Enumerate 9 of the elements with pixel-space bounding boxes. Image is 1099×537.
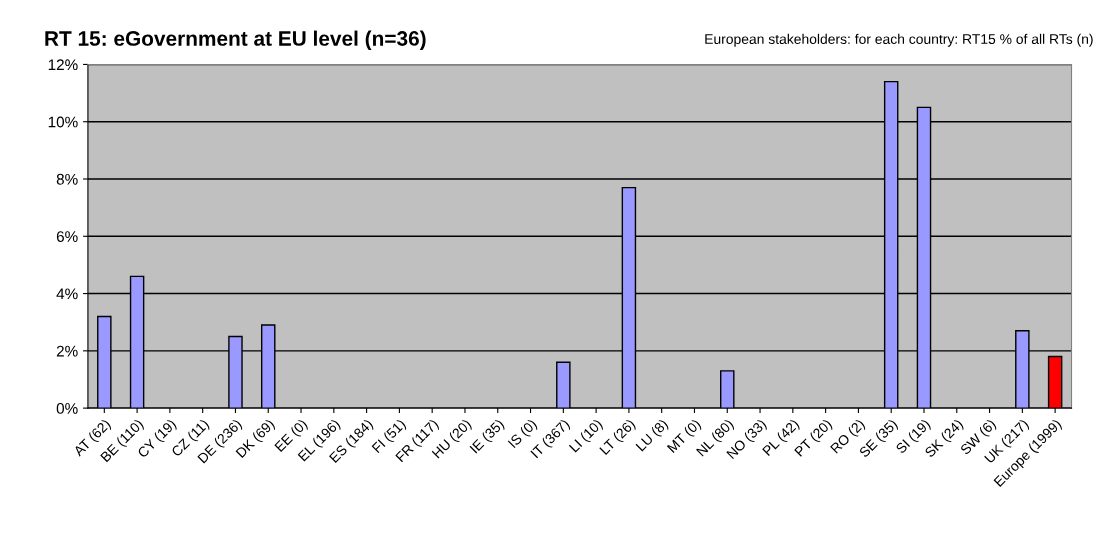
chart-title: RT 15: eGovernment at EU level (n=36) [45, 30, 426, 50]
y-tick-label: 8% [56, 173, 78, 185]
y-tick-label: 6% [56, 231, 78, 242]
y-tick-label: 12% [48, 59, 78, 71]
y-tick-label: 0% [56, 402, 78, 414]
chart-subtitle: European stakeholders: for each country: RT15 % of all RTs (n) [705, 33, 1093, 47]
y-tick-label: 10% [48, 116, 78, 128]
y-tick-label: 4% [56, 288, 78, 300]
y-tick-label: 2% [56, 345, 78, 357]
